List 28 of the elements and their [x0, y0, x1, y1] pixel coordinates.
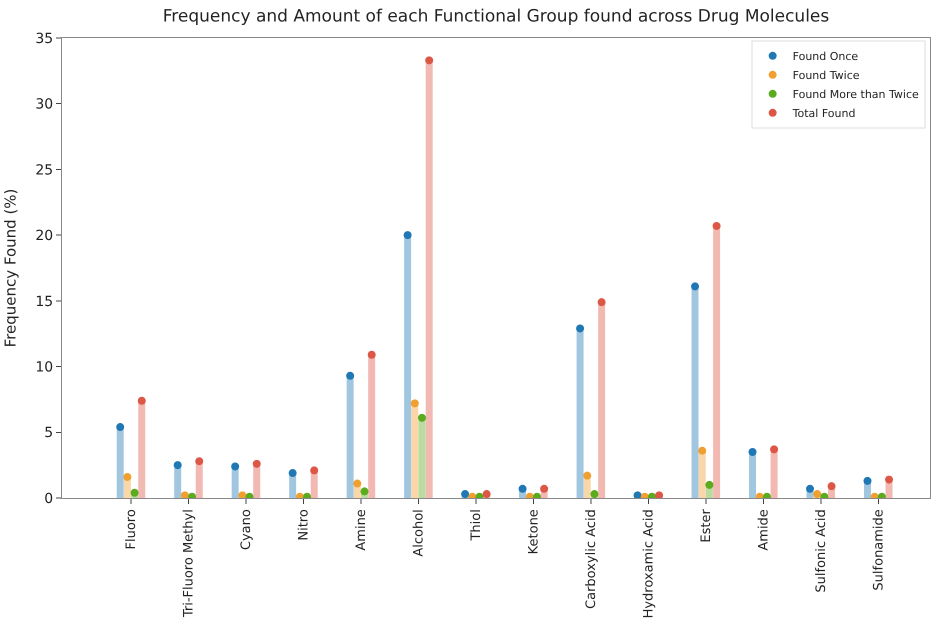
y-tick-label: 20 [35, 228, 54, 244]
x-tick-label: Nitro [296, 509, 312, 541]
x-tick-label: Fluoro [124, 509, 140, 550]
legend-label: Found Twice [792, 69, 860, 82]
legend-label: Found Once [792, 50, 858, 64]
chart-title: Frequency and Amount of each Functional Group found across Drug Molecules [162, 6, 830, 26]
x-tick-label: Sulfonamide [871, 509, 886, 591]
x-tick-label: Alcohol [412, 509, 427, 557]
x-tick-label: Amine [354, 509, 370, 551]
x-tick-label: Ketone [526, 509, 542, 554]
x-tick-label: Amide [756, 509, 772, 551]
legend-label: Found More than Twice [792, 88, 920, 102]
x-tick-label: Carboxylic Acid [584, 509, 600, 609]
x-tick-label: Sulfonic Acid [814, 509, 830, 593]
y-tick-label: 25 [35, 162, 54, 178]
legend-label: Total Found [792, 107, 856, 120]
y-tick-label: 5 [44, 425, 54, 442]
y-axis-title: Frequency Found (%) [2, 188, 20, 348]
y-tick-label: 0 [44, 490, 54, 507]
x-tick-label: Cyano [239, 509, 254, 550]
x-tick-label: Tri-Fluoro Methyl [182, 509, 197, 618]
x-tick-label: Thiol [469, 509, 484, 542]
y-tick-label: 30 [35, 96, 54, 113]
y-tick-label: 15 [35, 294, 54, 310]
x-tick-label: Ester [699, 508, 714, 543]
y-tick-label: 35 [35, 30, 54, 47]
x-tick-label: Hydroxamic Acid [642, 509, 657, 618]
y-tick-label: 10 [35, 359, 54, 376]
